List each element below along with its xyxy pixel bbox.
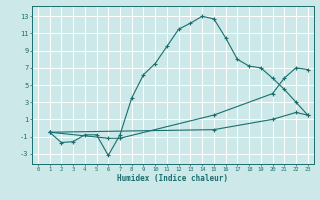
X-axis label: Humidex (Indice chaleur): Humidex (Indice chaleur) xyxy=(117,174,228,183)
